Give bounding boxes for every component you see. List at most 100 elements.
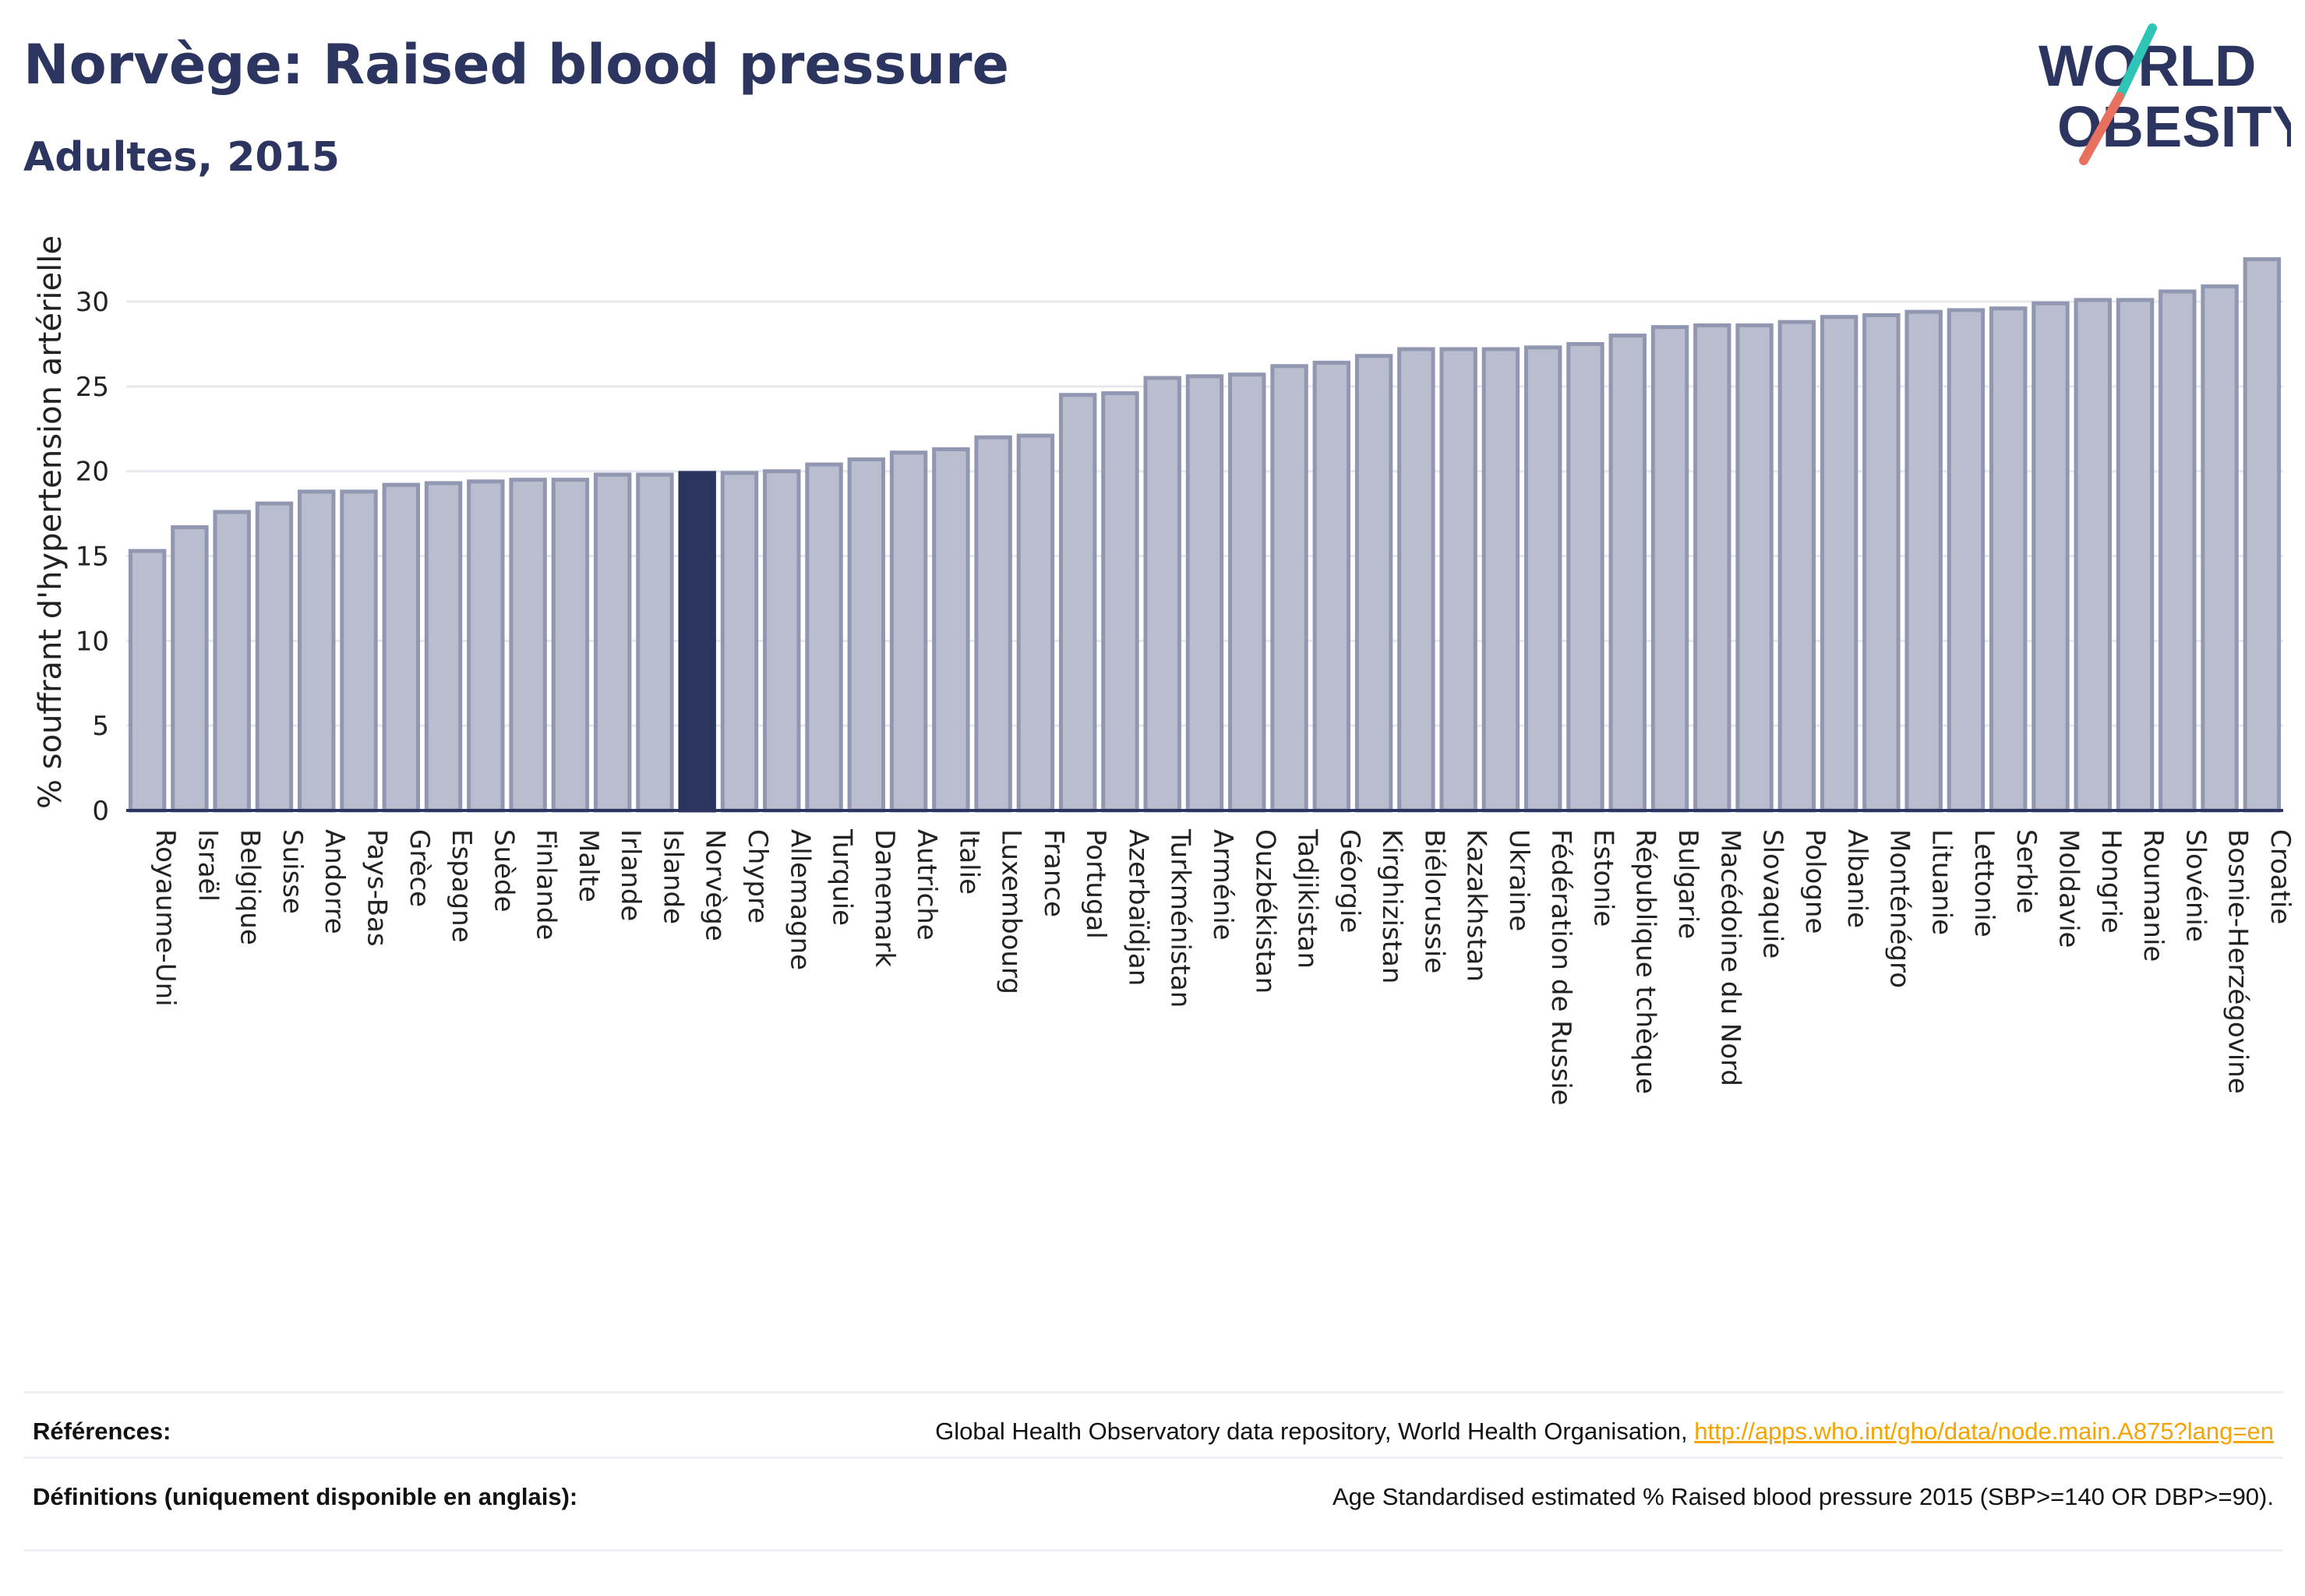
bar: [1650, 325, 1689, 813]
bar: [847, 457, 886, 813]
logo-line2: OBESITY: [2057, 94, 2291, 159]
x-tick-label: Espagne: [446, 829, 477, 943]
definitions-value: Age Standardised estimated % Raised bloo…: [1332, 1483, 2274, 1510]
bar: [889, 450, 928, 813]
bar: [1735, 323, 1774, 813]
x-tick-label: Bulgarie: [1672, 829, 1703, 939]
x-tick-label: Pays-Bas: [362, 829, 393, 947]
x-tick-label: Arménie: [1207, 829, 1238, 941]
x-tick-label: Italie: [953, 829, 984, 895]
bar: [720, 471, 759, 813]
x-tick-label: Suisse: [277, 829, 308, 914]
bar: [1608, 334, 1647, 813]
bar: [255, 501, 294, 813]
references-row: Références: Global Health Observatory da…: [23, 1391, 2283, 1457]
bar: [2243, 257, 2282, 813]
x-tick-label: Slovaquie: [1757, 829, 1788, 959]
bar: [1693, 323, 1731, 813]
x-tick-label: Turquie: [827, 828, 858, 926]
references-text: Global Health Observatory data repositor…: [935, 1418, 1688, 1445]
x-tick-label: Malte: [573, 829, 604, 902]
bar: [1904, 309, 1943, 813]
bar: [678, 471, 716, 813]
x-tick-label: France: [1038, 829, 1069, 917]
bar: [1354, 354, 1393, 813]
bar: [1143, 376, 1181, 813]
bar: [1481, 347, 1520, 813]
bar: [2031, 301, 2070, 813]
x-tick-label: Royaume-Uni: [150, 829, 181, 1007]
x-tick-label: Bosnie-Herzégovine: [2222, 829, 2254, 1094]
x-tick-label: Lituanie: [1926, 829, 1957, 935]
x-tick-label: Biélorussie: [1418, 829, 1449, 973]
y-tick-label: 25: [76, 372, 109, 403]
x-tick-label: Pologne: [1799, 829, 1830, 934]
x-tick-label: Finlande: [531, 829, 562, 940]
bar: [2116, 298, 2155, 813]
bar: [1185, 374, 1224, 813]
bar: [128, 549, 167, 813]
bar: [1862, 312, 1901, 813]
bar: [805, 462, 843, 813]
bar: [636, 472, 674, 813]
x-tick-label: Luxembourg: [996, 829, 1027, 994]
bar: [509, 478, 547, 813]
bar: [1016, 433, 1055, 813]
y-tick-label: 20: [76, 457, 109, 488]
bar: [1947, 308, 1986, 813]
bar: [551, 478, 590, 813]
bar: [1058, 393, 1097, 813]
y-tick-label: 15: [76, 542, 109, 573]
x-tick-label: Ukraine: [1503, 829, 1534, 931]
y-tick-label: 0: [92, 796, 109, 827]
y-axis-label: % souffrant d'hypertension artérielle: [33, 235, 69, 809]
bar: [1101, 391, 1139, 813]
references-link[interactable]: http://apps.who.int/gho/data/node.main.A…: [1694, 1418, 2274, 1445]
x-tick-label: Islande: [657, 829, 688, 924]
bar: [1312, 360, 1351, 813]
x-tick-label: Danemark: [869, 829, 900, 967]
bar: [467, 479, 505, 813]
bar: [763, 469, 801, 813]
world-obesity-logo: WORLD OBESITY: [2038, 23, 2291, 165]
x-tick-label: Turkménistan: [1165, 828, 1196, 1008]
x-tick-label: République tchèque: [1630, 829, 1661, 1094]
bar: [1820, 315, 1858, 813]
bar: [1397, 347, 1435, 813]
chart-title: Norvège: Raised blood pressure: [23, 33, 1010, 97]
x-tick-label: Roumanie: [2137, 829, 2169, 962]
x-tick-label: Andorre: [319, 829, 350, 934]
bar: [1228, 373, 1266, 813]
x-tick-label: Slovénie: [2180, 829, 2211, 942]
bar: [2159, 289, 2197, 813]
logo-slash-coral: [2079, 92, 2124, 165]
x-tick-label: Grèce: [404, 829, 435, 907]
bar: [171, 525, 209, 813]
x-tick-label: Azerbaïdjan: [1122, 829, 1153, 986]
bar: [2201, 284, 2239, 813]
bar-chart: 0 5 10 15 20 25 30 Royaume-Uni Israël Belgique Sui…: [33, 235, 2296, 1106]
chart-subtitle: Adultes, 2015: [23, 134, 340, 181]
bar: [1989, 306, 2028, 813]
x-tick-label: Irlande: [615, 829, 646, 921]
x-tick-label: Serbie: [2010, 829, 2042, 913]
y-tick-label: 5: [92, 711, 109, 742]
bar: [1777, 320, 1816, 813]
y-tick-label: 30: [76, 287, 109, 318]
bar: [340, 489, 378, 813]
x-tick-label: Norvège: [700, 829, 731, 941]
definitions-label: Définitions (uniquement disponible en an…: [33, 1483, 578, 1510]
x-tick-label: Moldavie: [2053, 829, 2084, 948]
definitions-row: Définitions (uniquement disponible en an…: [23, 1457, 2283, 1552]
x-tick-label: Ouzbékistan: [1249, 829, 1280, 994]
bar: [213, 510, 251, 813]
bar: [932, 447, 970, 813]
x-tick-label: Chypre: [742, 829, 773, 923]
x-tick-label: Géorgie: [1334, 829, 1365, 933]
x-tick-label: Albanie: [1841, 829, 1873, 928]
x-tick-label: Portugal: [1080, 829, 1111, 939]
x-tick-label: Suède: [488, 829, 519, 913]
x-tick-label: Allemagne: [784, 829, 815, 970]
bar: [424, 481, 463, 813]
bar: [974, 435, 1012, 813]
